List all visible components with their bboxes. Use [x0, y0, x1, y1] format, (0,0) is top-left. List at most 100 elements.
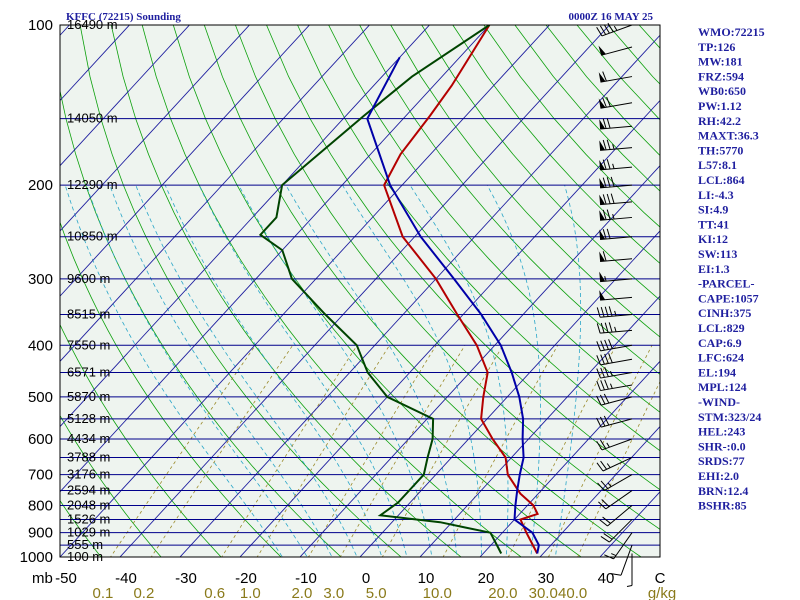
wind-barb [596, 306, 633, 318]
moist-adiabat [409, 184, 509, 557]
isotherm [359, 230, 660, 557]
barb-half-flag [611, 553, 617, 557]
mixing-ratio-label: 30.0 [529, 585, 558, 600]
pressure-tick-label: 800 [28, 497, 53, 514]
barb-flag [600, 306, 605, 318]
barb-pennant [599, 194, 606, 205]
barb-flag [596, 307, 601, 318]
dewpoint-trace [258, 25, 503, 554]
isotherm [60, 25, 431, 428]
mixing-ratio-line [442, 345, 559, 557]
barb-flag [610, 193, 615, 204]
height-label: 6571 m [67, 365, 110, 380]
barb-half-flag [609, 383, 613, 389]
index-line: WB0:650 [698, 84, 746, 98]
barb-flag [596, 341, 601, 352]
isotherm [179, 34, 660, 557]
index-line: LCL:829 [698, 321, 745, 335]
isotherm [60, 25, 551, 557]
barb-half-flag [609, 371, 613, 377]
wind-barb [598, 490, 633, 510]
index-line: TT:41 [698, 217, 729, 231]
barb-half-flag [607, 482, 612, 487]
height-label: 12290 m [67, 177, 118, 192]
barb-flag [599, 25, 607, 35]
barb-shaft [600, 46, 633, 56]
barb-half-flag [606, 463, 611, 468]
wind-barb [599, 176, 633, 189]
barb-shaft [620, 544, 633, 576]
index-line: RH:42.2 [698, 114, 741, 128]
barb-flag [604, 379, 609, 390]
height-label: 3176 m [67, 467, 110, 482]
barb-pennant [599, 251, 606, 262]
barb-flag [606, 118, 611, 129]
pressure-tick-label: 300 [28, 271, 53, 288]
barb-flag [600, 322, 605, 333]
height-label: 5870 m [67, 389, 110, 404]
height-label: 9600 m [67, 271, 110, 286]
wind-barb [596, 393, 633, 406]
barb-shaft [600, 76, 633, 83]
barb-half-flag [606, 442, 610, 448]
index-line: LFC:624 [698, 351, 744, 365]
dry-adiabat [60, 89, 342, 557]
dry-adiabat [60, 499, 102, 557]
background-lines [60, 25, 660, 557]
barb-shaft [600, 278, 633, 283]
index-line: EL:194 [698, 365, 736, 379]
barb-pennant [598, 98, 606, 109]
barb-half-flag [604, 276, 607, 282]
mixing-ratio-label: 20.0 [488, 585, 517, 600]
mixing-ratio-line [507, 345, 617, 557]
height-label: 3788 m [67, 449, 110, 464]
index-line: BRN:12.4 [698, 484, 748, 498]
wind-barb [599, 209, 633, 221]
barb-flag [608, 353, 613, 363]
barb-pennant [599, 177, 606, 188]
isotherm [60, 25, 491, 493]
isotherm [60, 25, 251, 232]
barb-flag [600, 354, 605, 365]
dry-adiabat [297, 25, 660, 452]
barb-flag [606, 193, 611, 204]
index-line: MAXT:36.3 [698, 129, 759, 143]
height-label: 4434 m [67, 431, 110, 446]
barb-flag [596, 395, 602, 406]
barb-shaft [600, 358, 633, 366]
barb-flag [610, 176, 615, 187]
barb-flag [596, 380, 601, 391]
temperature-tick-label: 10 [418, 570, 435, 587]
index-line: SW:113 [698, 247, 737, 261]
wind-barb [599, 271, 633, 283]
chart-title-right: 0000Z 16 MAY 25 [569, 11, 654, 23]
temperature-tick-label: -30 [175, 570, 197, 587]
index-line: PW:1.12 [698, 99, 742, 113]
barb-shaft [600, 201, 633, 206]
barb-half-flag [612, 163, 615, 169]
wind-barb [596, 366, 633, 379]
isotherm [60, 25, 371, 363]
isotherm [60, 25, 311, 297]
isotherm [119, 25, 611, 557]
wind-barb [597, 474, 633, 492]
index-line: STM:323/24 [698, 410, 761, 424]
moist-adiabat [164, 184, 383, 557]
pressure-tick-label: 900 [28, 525, 53, 542]
pressure-tick-label: 1000 [20, 549, 53, 566]
barb-flag [602, 516, 611, 524]
pressure-tick-label: 100 [28, 17, 53, 34]
barb-flag [600, 536, 610, 543]
barb-flag [596, 462, 604, 472]
mixing-ratio-label: 0.6 [204, 585, 225, 600]
barb-flag [602, 159, 607, 170]
barb-shaft [600, 184, 633, 189]
dry-adiabat [390, 25, 660, 338]
isotherm [60, 25, 191, 167]
wind-barb [596, 457, 633, 472]
barb-flag [603, 415, 610, 426]
moist-adiabat [554, 184, 582, 557]
moist-adiabat [238, 184, 433, 557]
temperature-tick-label: -40 [115, 570, 137, 587]
